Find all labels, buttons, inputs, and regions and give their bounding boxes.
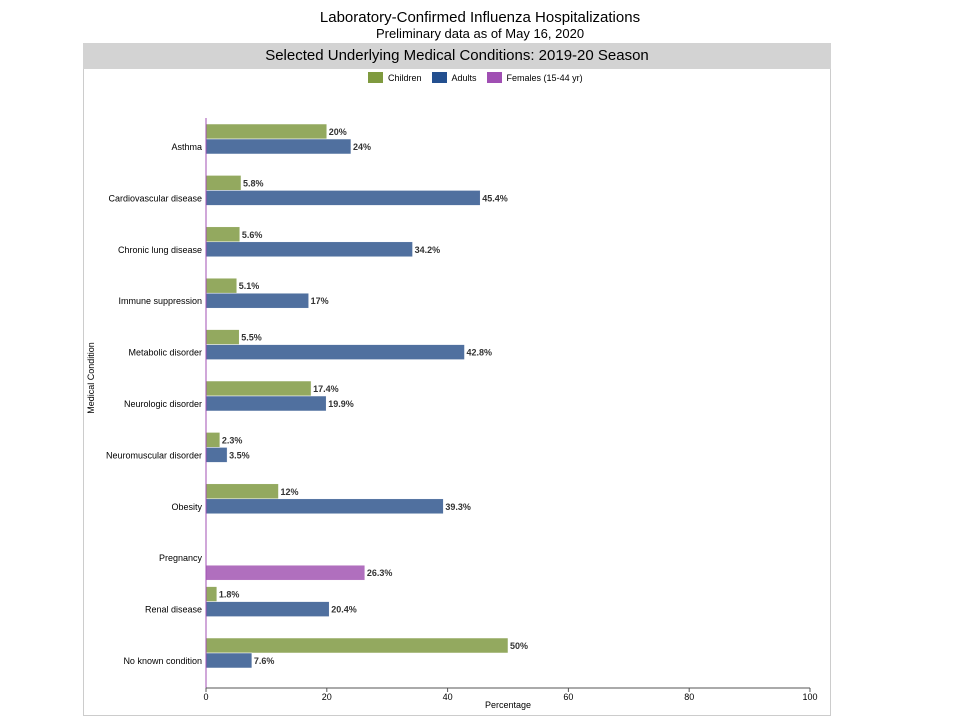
data-label: 34.2% <box>415 245 441 255</box>
category-label: Neuromuscular disorder <box>106 450 202 460</box>
data-label: 39.3% <box>445 502 471 512</box>
data-label: 26.3% <box>367 568 393 578</box>
data-label: 45.4% <box>482 193 508 203</box>
bar-adults <box>205 241 413 258</box>
data-label: 5.8% <box>243 178 264 188</box>
data-label: 5.6% <box>242 230 263 240</box>
bar-adults <box>205 138 352 155</box>
category-label: No known condition <box>123 656 202 666</box>
legend-label: Adults <box>451 72 477 83</box>
bar-children <box>205 380 312 397</box>
category-label: Neurologic disorder <box>124 399 202 409</box>
chart-title: Laboratory-Confirmed Influenza Hospitali… <box>319 9 641 26</box>
data-label: 20% <box>329 127 347 137</box>
data-label: 24% <box>353 142 371 152</box>
x-tick-label: 100 <box>802 692 817 702</box>
bar-children <box>205 329 240 345</box>
category-label: Metabolic disorder <box>128 348 202 358</box>
bar-children <box>205 483 279 500</box>
legend-item-females[interactable]: Females (15-44 yr) <box>486 72 583 83</box>
data-label: 19.9% <box>328 399 354 409</box>
bar-adults <box>205 190 481 206</box>
legend-item-adults[interactable]: Adults <box>431 72 477 83</box>
bar-adults <box>205 601 330 617</box>
legend-swatch <box>486 72 502 83</box>
bar-adults <box>205 652 253 669</box>
x-tick-label: 40 <box>443 692 453 702</box>
bar-children <box>205 175 242 191</box>
x-axis-title: Percentage <box>485 700 531 710</box>
x-tick-label: 80 <box>684 692 694 702</box>
bar-children <box>205 277 238 294</box>
data-label: 12% <box>280 487 298 497</box>
data-label: 3.5% <box>229 450 250 460</box>
legend-swatch <box>368 72 383 83</box>
bar-adults <box>205 344 465 360</box>
data-label: 7.6% <box>254 656 275 666</box>
data-label: 17% <box>311 296 329 306</box>
data-label: 20.4% <box>331 605 357 615</box>
data-label: 17.4% <box>313 384 339 394</box>
legend-item-children[interactable]: Children <box>368 72 422 83</box>
bar-adults <box>205 447 228 463</box>
bar-children <box>205 637 509 654</box>
bar-adults <box>205 395 327 412</box>
category-label: Renal disease <box>145 605 202 615</box>
data-label: 5.1% <box>239 281 260 291</box>
data-label: 42.8% <box>467 348 493 358</box>
category-label: Asthma <box>171 142 202 152</box>
bar-children <box>205 123 328 140</box>
data-label: 1.8% <box>219 590 240 600</box>
category-label: Obesity <box>171 502 202 512</box>
panel-title: Selected Underlying Medical Conditions: … <box>83 43 831 69</box>
bar-adults <box>205 292 309 309</box>
bar-adults <box>205 498 444 515</box>
data-label: 50% <box>510 641 528 651</box>
legend-label: Females (15-44 yr) <box>506 72 583 83</box>
chart-subtitle: Preliminary data as of May 16, 2020 <box>375 26 585 41</box>
legend: Children Adults Females (15-44 yr) <box>368 72 583 83</box>
x-tick-label: 0 <box>203 692 208 702</box>
category-label: Immune suppression <box>118 296 202 306</box>
category-label: Pregnancy <box>159 553 203 563</box>
bar-children <box>205 226 241 243</box>
x-tick-label: 60 <box>563 692 573 702</box>
bar-females <box>205 564 366 581</box>
bar-children <box>205 586 218 602</box>
data-label: 2.3% <box>222 435 243 445</box>
legend-label: Children <box>388 72 422 83</box>
data-label: 5.5% <box>241 333 262 343</box>
bar-children <box>205 432 221 448</box>
category-label: Cardiovascular disease <box>108 193 202 203</box>
legend-swatch <box>431 72 447 83</box>
y-axis-title: Medical Condition <box>86 342 96 414</box>
category-label: Chronic lung disease <box>118 245 202 255</box>
x-tick-label: 20 <box>322 692 332 702</box>
